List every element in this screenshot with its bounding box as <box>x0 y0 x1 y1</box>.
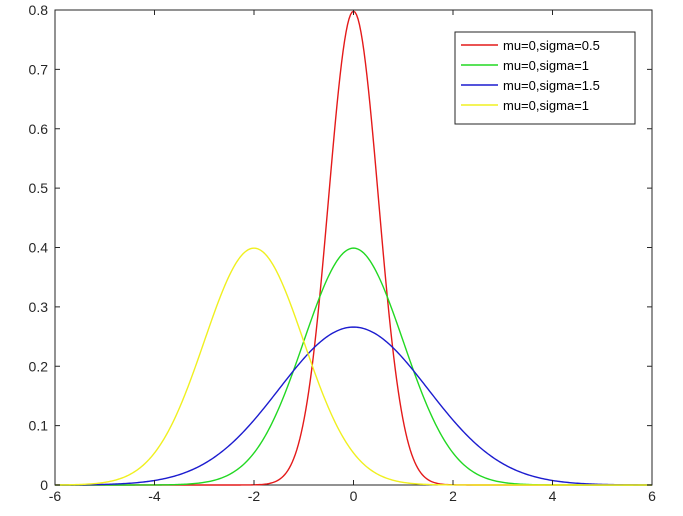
y-tick-label: 0 <box>40 477 48 493</box>
x-tick-label: -6 <box>49 488 62 504</box>
legend: mu=0,sigma=0.5 mu=0,sigma=1 mu=0,sigma=1.5… <box>454 31 636 125</box>
axes: -6 -4 -2 0 2 4 6 0 0.1 0.2 0.3 0.4 0.5 0.6 0.7 0.8 <box>29 2 657 504</box>
y-tick-label: 0.2 <box>29 358 49 374</box>
y-tick-label: 0.1 <box>29 418 49 434</box>
x-tick-label: -2 <box>248 488 261 504</box>
y-tick-label: 0.5 <box>29 180 49 196</box>
y-tick-label: 0.7 <box>29 61 49 77</box>
x-tick-label: 4 <box>549 488 557 504</box>
y-tick-label: 0.8 <box>29 2 49 18</box>
y-tick-label: 0.3 <box>29 299 49 315</box>
x-tick-label: 0 <box>350 488 358 504</box>
x-tick-label: 6 <box>648 488 656 504</box>
legend-box <box>454 31 636 125</box>
x-tick-label: 2 <box>449 488 457 504</box>
legend-entry: mu=0,sigma=1 <box>503 98 589 113</box>
y-tick-label: 0.4 <box>29 240 49 256</box>
y-tick-label: 0.6 <box>29 121 49 137</box>
x-tick-label: -4 <box>148 488 161 504</box>
legend-entry: mu=0,sigma=1 <box>503 58 589 73</box>
legend-entry: mu=0,sigma=1.5 <box>503 78 600 93</box>
legend-entry: mu=0,sigma=0.5 <box>503 38 600 53</box>
